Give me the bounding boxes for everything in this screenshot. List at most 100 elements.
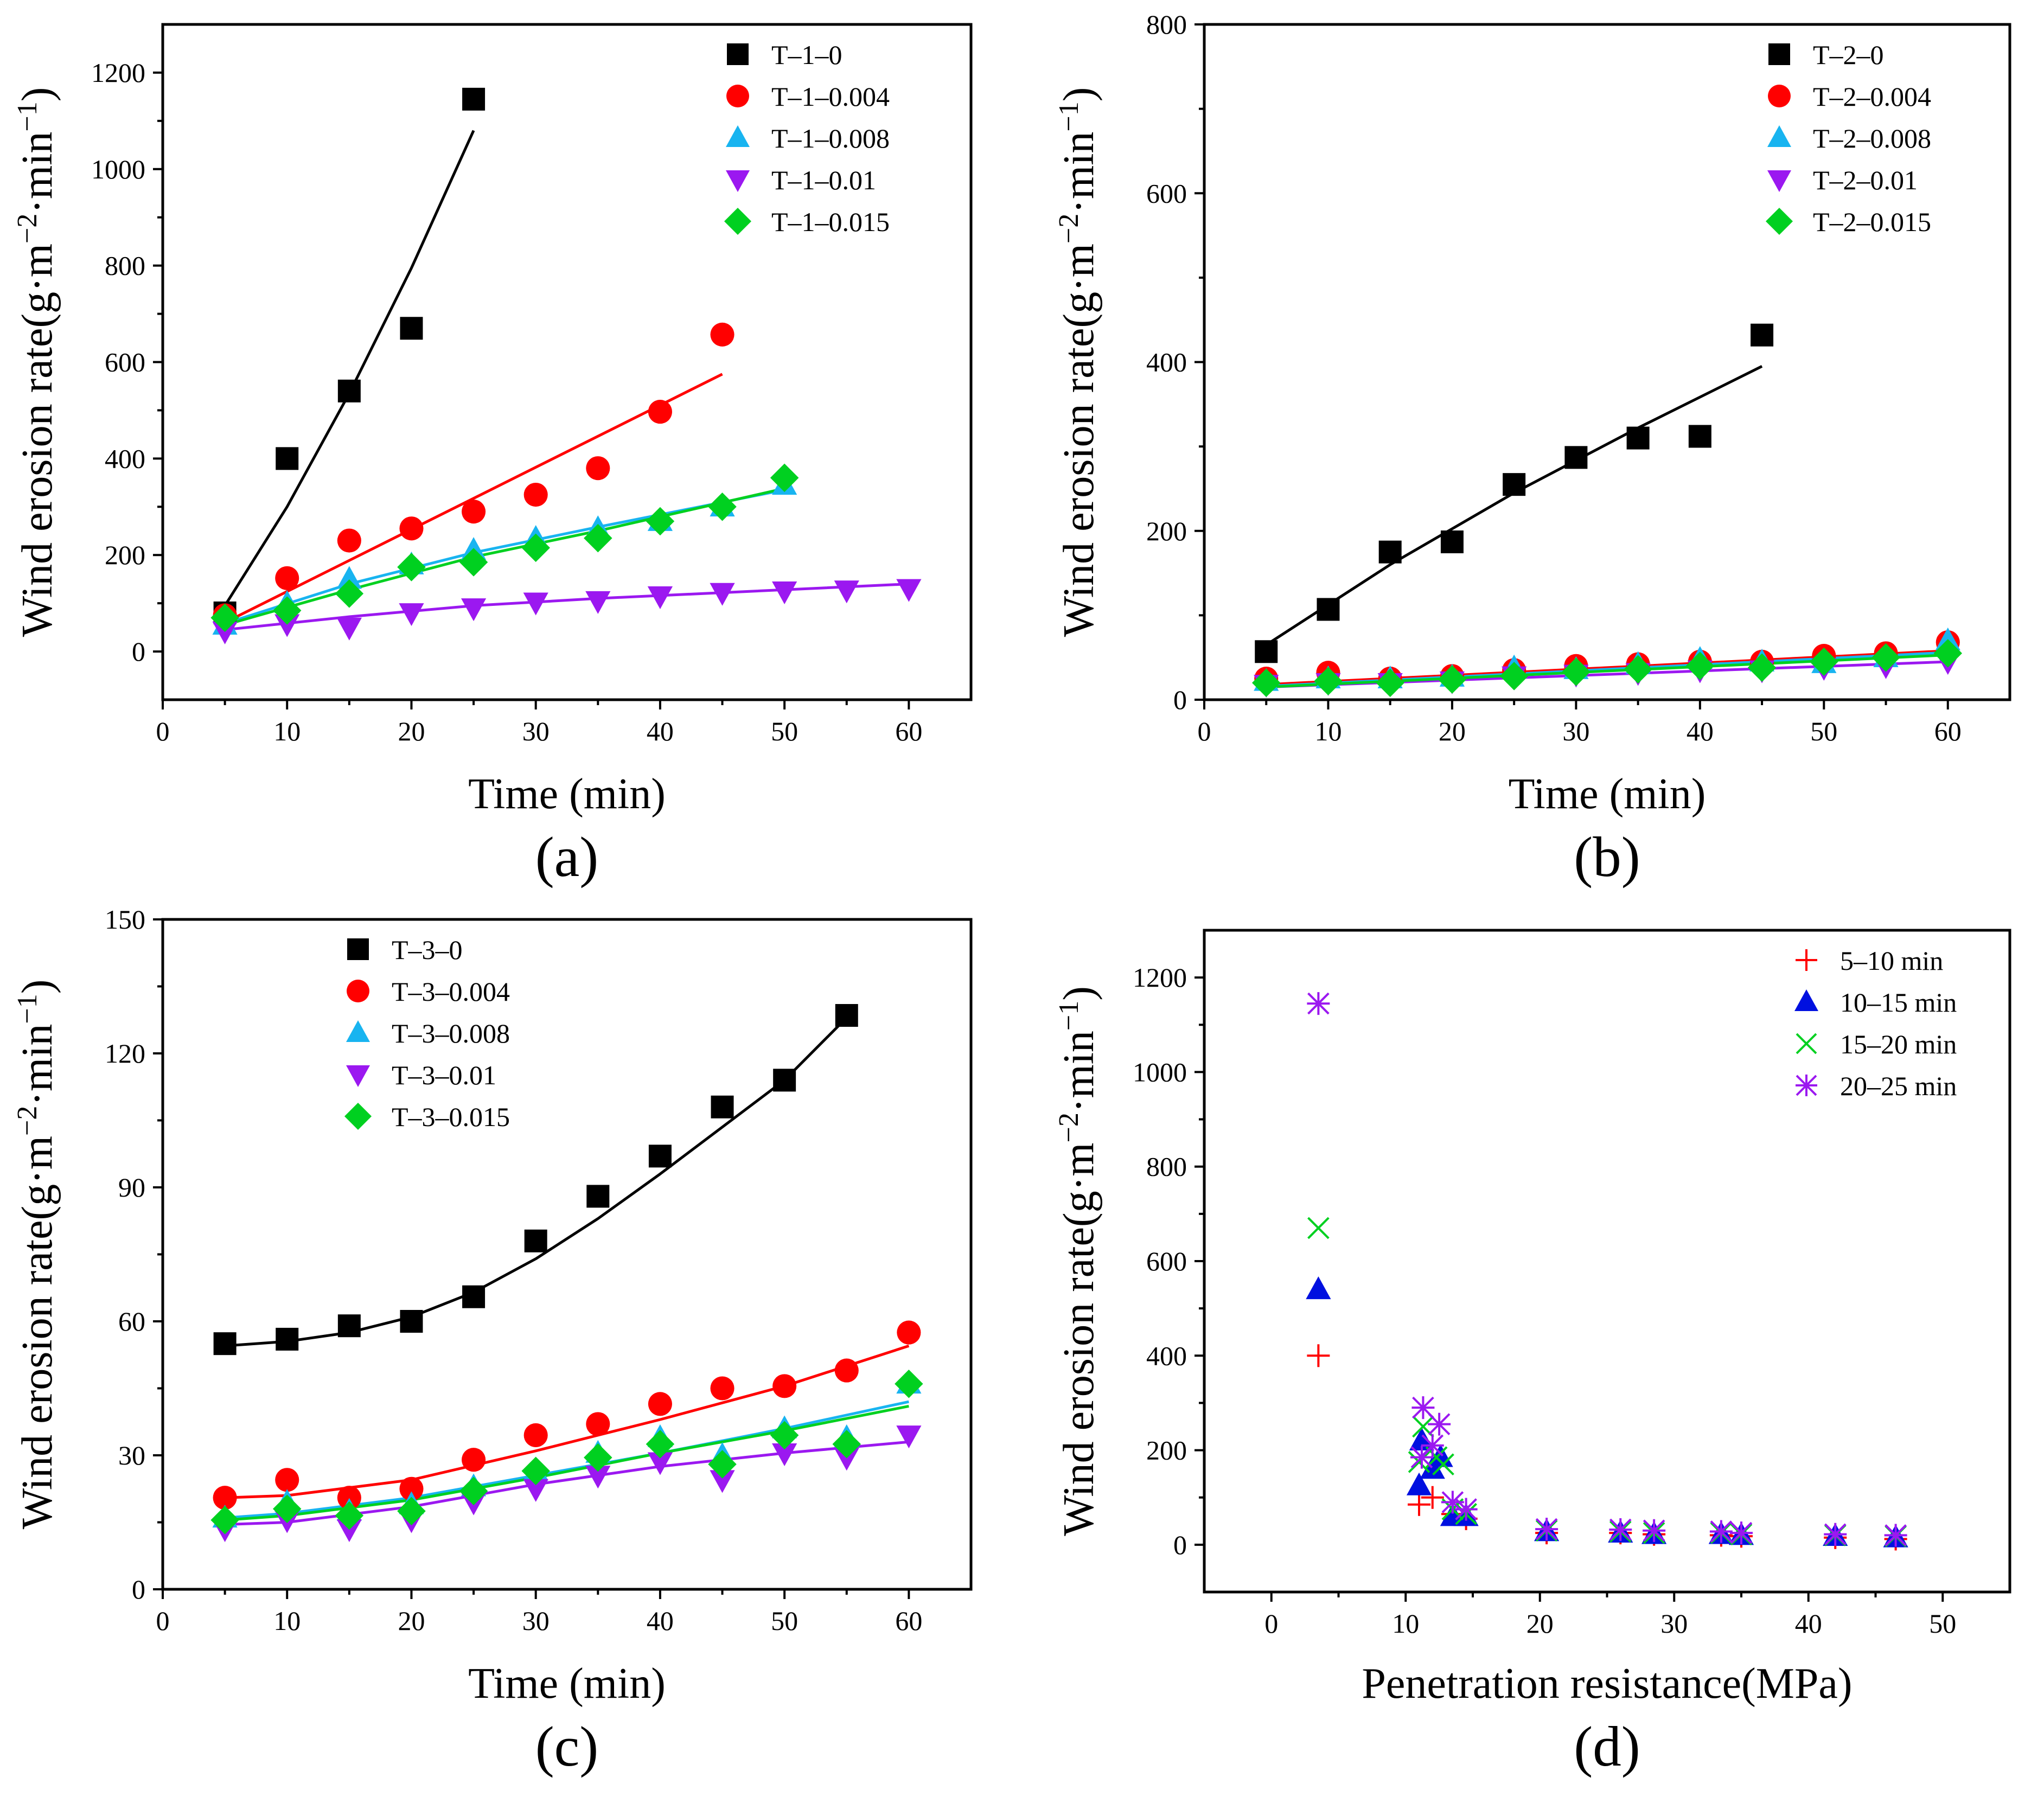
data-point: [1933, 639, 1963, 668]
fit-line: [1266, 649, 1948, 686]
y-tick-label: 120: [105, 1038, 145, 1069]
data-point: [1317, 598, 1340, 621]
legend-label: T–2–0.015: [1813, 207, 1931, 237]
data-point: [584, 523, 612, 553]
data-point: [586, 1185, 610, 1208]
data-point: [1624, 655, 1652, 684]
x-axis-title: Time (min): [468, 1660, 666, 1708]
series: [213, 1004, 858, 1356]
data-point: [1421, 1486, 1444, 1509]
legend-label: T–2–0: [1813, 40, 1884, 70]
data-point: [1884, 1524, 1907, 1547]
data-point: [647, 586, 673, 609]
data-point: [646, 1430, 675, 1459]
data-point: [1730, 1521, 1753, 1545]
y-tick-label: 1200: [1133, 962, 1187, 993]
fit-line: [1265, 365, 1763, 646]
data-point: [1421, 1434, 1444, 1457]
legend-label: T–2–0.008: [1813, 123, 1931, 154]
x-axis-title: Penetration resistance(MPa): [1362, 1660, 1852, 1708]
y-tick-label: 600: [1146, 1246, 1187, 1276]
data-point: [1454, 1498, 1478, 1521]
data-point: [1562, 657, 1591, 686]
x-tick-label: 0: [1264, 1608, 1278, 1639]
x-tick-label: 0: [156, 1606, 170, 1636]
panel-label: (a): [535, 825, 599, 888]
legend: T–1–0 T–1–0.004 T–1–0.008 T–1–0.01 T–1–0.015: [724, 40, 890, 237]
y-tick-label: 400: [1146, 347, 1187, 378]
data-point: [210, 603, 239, 632]
data-point: [1307, 992, 1330, 1015]
data-point: [336, 566, 362, 589]
data-point: [400, 1310, 423, 1333]
legend-marker: [1767, 170, 1791, 192]
data-point: [462, 500, 486, 524]
legend-marker: [1796, 1033, 1817, 1054]
x-tick-label: 20: [398, 1606, 425, 1636]
legend-marker: [347, 938, 369, 960]
data-point: [459, 548, 488, 577]
legend-label: 20–25 min: [1840, 1071, 1957, 1101]
y-axis-title: Wind erosion rate(g·m−2·min−1): [1053, 986, 1103, 1536]
data-point: [524, 1229, 547, 1252]
x-tick-label: 0: [1198, 716, 1211, 746]
y-tick-label: 800: [1146, 9, 1187, 40]
data-point: [1255, 640, 1278, 663]
y-axis-title: Wind erosion rate(g·m−2·min−1): [12, 980, 62, 1530]
y-tick-label: 0: [1173, 1530, 1187, 1560]
y-tick-label: 1200: [91, 57, 145, 88]
x-tick-label: 60: [895, 1606, 922, 1636]
data-point: [337, 1486, 361, 1510]
data-point: [274, 614, 300, 637]
data-point: [708, 1450, 737, 1479]
data-point: [897, 1320, 921, 1345]
x-tick-label: 10: [273, 1606, 301, 1636]
data-point: [834, 1358, 859, 1383]
data-point: [772, 1374, 797, 1398]
data-point: [1251, 668, 1281, 698]
data-point: [276, 1327, 299, 1351]
fit-line: [225, 1440, 909, 1526]
y-tick-label: 0: [1173, 685, 1187, 715]
series: [210, 463, 799, 632]
legend-label: T–2–0.01: [1813, 165, 1918, 195]
y-tick-label: 1000: [91, 154, 145, 184]
data-point: [711, 1095, 734, 1118]
x-tick-label: 10: [273, 716, 301, 746]
data-point: [710, 322, 734, 347]
x-tick-label: 40: [647, 716, 674, 746]
x-tick-label: 0: [156, 716, 170, 746]
data-point: [399, 603, 424, 626]
data-point: [586, 456, 610, 481]
data-point: [400, 317, 423, 340]
data-point: [399, 516, 424, 541]
data-point: [272, 596, 302, 625]
y-tick-label: 200: [1146, 516, 1187, 546]
data-point: [1378, 540, 1402, 564]
legend: T–3–0 T–3–0.004 T–3–0.008 T–3–0.01 T–3–0.015: [344, 935, 510, 1132]
legend-label: T–3–0.004: [392, 976, 510, 1007]
data-point: [708, 493, 737, 521]
data-point: [648, 1392, 672, 1416]
legend-marker: [726, 170, 750, 192]
legend-marker: [1796, 1075, 1817, 1096]
y-tick-label: 600: [1146, 178, 1187, 208]
legend-marker: [726, 85, 749, 107]
data-point: [462, 1448, 486, 1472]
data-point: [1307, 1217, 1330, 1239]
x-tick-label: 60: [895, 716, 922, 746]
x-axis-title: Time (min): [1509, 770, 1706, 818]
data-point: [710, 1470, 735, 1493]
y-tick-label: 800: [1146, 1152, 1187, 1182]
y-tick-label: 600: [105, 347, 145, 378]
data-point: [1643, 1519, 1666, 1542]
legend-label: T–3–0.008: [392, 1018, 510, 1048]
x-tick-label: 30: [1660, 1608, 1688, 1639]
legend-label: 15–20 min: [1840, 1029, 1957, 1059]
fit-line: [224, 373, 723, 624]
data-point: [1747, 653, 1777, 682]
data-point: [272, 1494, 302, 1524]
data-point: [834, 1448, 859, 1471]
y-tick-label: 400: [105, 443, 145, 474]
